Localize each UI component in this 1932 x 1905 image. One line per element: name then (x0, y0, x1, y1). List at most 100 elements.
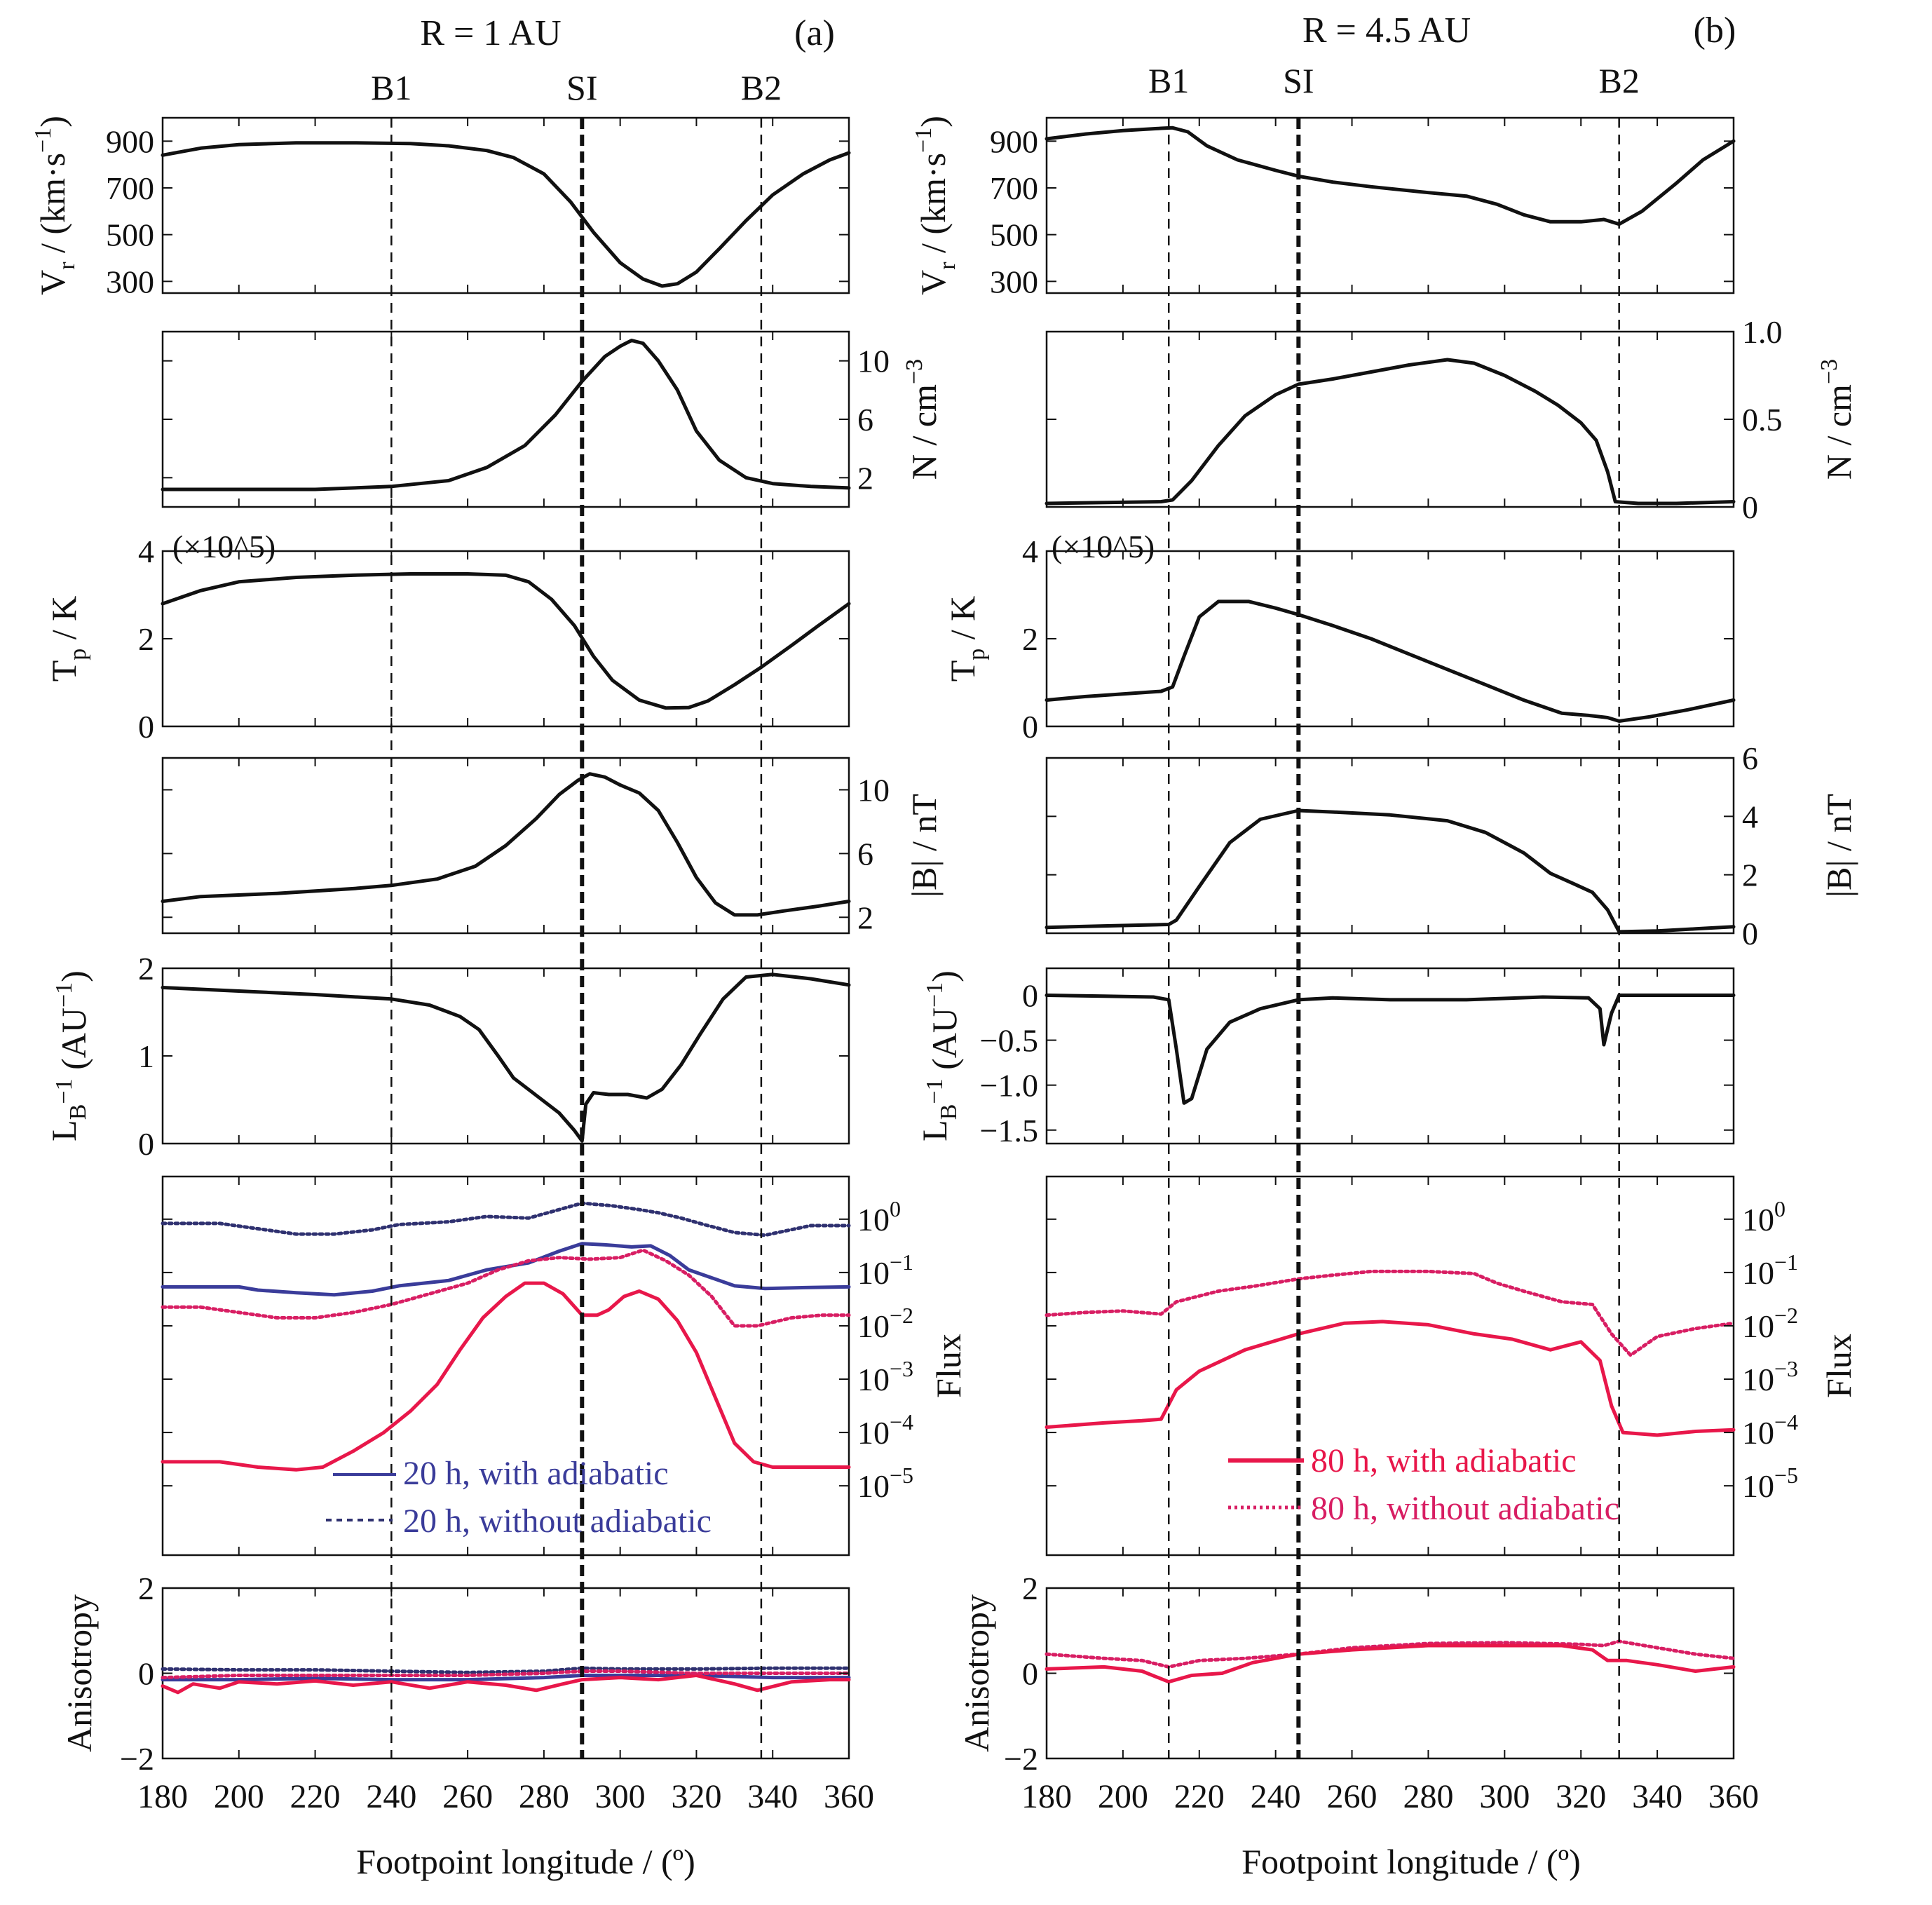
x-tick-label: 280 (1403, 1778, 1453, 1815)
y-tick-label: 100 (1742, 1196, 1785, 1238)
y-tick-label: 0 (138, 709, 154, 745)
series-line-a-lb-0 (161, 972, 851, 1143)
y-tick-label: 2 (138, 1571, 154, 1606)
x-tick-label: 340 (747, 1778, 798, 1815)
y-label-b-aniso: Anisotropy (957, 1594, 996, 1752)
x-tick-label: 180 (1021, 1778, 1072, 1815)
panel-b-title: R = 4.5 AU (1302, 11, 1471, 50)
y-tick-label: −1.5 (980, 1113, 1038, 1148)
series-line-b-n-0 (1045, 358, 1736, 506)
plot-frame-b-b (1045, 757, 1735, 935)
x-tick-label: 280 (519, 1778, 569, 1815)
y-tick-label: 300 (106, 264, 154, 299)
y-label-b-lb: LB−1 (AU−1) (915, 970, 964, 1141)
y-tick-label: 4 (1022, 534, 1038, 569)
series-line-a-vr-0 (161, 141, 851, 288)
plot-curves (161, 126, 1736, 1695)
series-line-b-aniso-1 (1045, 1643, 1736, 1684)
y-tick-label: 10 (857, 772, 890, 808)
y-label-b-right-flux: Flux (1819, 1334, 1858, 1398)
y-tick-label: 6 (857, 402, 873, 438)
tp-scale-annotation-a: (×10^5) (172, 529, 275, 564)
y-label-b-flux: Flux (929, 1334, 968, 1398)
y-tick-label: 2 (1022, 621, 1038, 657)
y-tick-label: 2 (138, 621, 154, 657)
y-tick-label: 0 (1022, 977, 1038, 1013)
y-tick-label: 6 (857, 836, 873, 872)
x-tick-label: 300 (1479, 1778, 1530, 1815)
y-tick-label: 0 (1022, 1656, 1038, 1692)
plot-frame-b-vr (1045, 116, 1735, 294)
y-tick-label: −2 (120, 1741, 154, 1777)
y-tick-label: 2 (857, 460, 873, 496)
x-tick-label: 200 (214, 1778, 264, 1815)
series-line-a-flux-3 (161, 1248, 851, 1328)
series-line-b-tp-0 (1045, 599, 1736, 723)
series-line-a-aniso-0 (161, 1674, 851, 1682)
y-tick-label: 1 (138, 1038, 154, 1074)
y-tick-label: 0 (1742, 489, 1758, 525)
y-tick-label: 1.0 (1742, 314, 1783, 350)
y-tick-label: 0 (1742, 916, 1758, 951)
series-line-b-lb-0 (1045, 994, 1736, 1105)
series-line-b-flux-1 (1045, 1269, 1736, 1357)
plot-frame-a-vr (161, 116, 850, 294)
x-axis-label-b: Footpoint longitude / (º) (1241, 1842, 1581, 1881)
legend-b-label-2: 80 h, without adiabatic (1311, 1490, 1619, 1527)
x-tick-label: 260 (1327, 1778, 1377, 1815)
y-tick-label: 300 (990, 264, 1038, 299)
series-line-a-flux-0 (161, 1242, 851, 1297)
legend-b: 80 h, with adiabatic 80 h, without adiab… (1228, 1442, 1619, 1527)
panel-b-tag: (b) (1694, 11, 1736, 50)
x-tick-label: 220 (1174, 1778, 1225, 1815)
y-tick-label: 900 (990, 123, 1038, 159)
x-tick-label: 360 (824, 1778, 874, 1815)
y-label-a-right-b: |B| / nT (904, 794, 944, 897)
y-tick-label: 2 (857, 900, 873, 935)
legend-a: 20 h, with adiabatic 20 h, without adiab… (326, 1455, 712, 1540)
legend-a-label-1: 20 h, with adiabatic (403, 1455, 669, 1492)
y-tick-label: 700 (106, 170, 154, 206)
marker-label-a-SI: SI (566, 68, 597, 107)
x-tick-label: 180 (137, 1778, 188, 1815)
legend-a-label-2: 20 h, without adiabatic (403, 1503, 712, 1540)
y-label-b-n: N / cm−3 (902, 359, 944, 480)
y-tick-label: 0.5 (1742, 402, 1783, 438)
y-tick-label: 0 (138, 1656, 154, 1692)
series-line-b-vr-0 (1045, 126, 1736, 226)
y-axis-labels: Vr / (km·s−1) Vr / (km·s−1) N / cm−3 N / cm… (30, 116, 1858, 1752)
x-axis-label-a: Footpoint longitude / (º) (356, 1842, 695, 1881)
y-tick-label: 500 (990, 217, 1038, 253)
y-tick-label: 10 (857, 344, 890, 379)
marker-label-b-B1: B1 (1148, 61, 1189, 100)
series-line-a-flux-1 (161, 1201, 851, 1238)
y-tick-label: 2 (1742, 857, 1758, 893)
y-tick-label: 0 (1022, 709, 1038, 745)
y-tick-label: 10−5 (857, 1463, 913, 1504)
y-tick-label: 6 (1742, 740, 1758, 776)
x-tick-label: 340 (1632, 1778, 1682, 1815)
series-line-a-b-0 (161, 772, 851, 917)
plot-frame-a-flux (161, 1175, 850, 1557)
y-tick-label: 2 (138, 951, 154, 987)
marker-label-a-B1: B1 (371, 68, 411, 107)
y-label-a-lb: LB−1 (AU−1) (44, 970, 93, 1141)
x-tick-label: 360 (1708, 1778, 1759, 1815)
marker-label-b-B2: B2 (1598, 61, 1639, 100)
marker-label-b-SI: SI (1283, 61, 1314, 100)
y-tick-label: 500 (106, 217, 154, 253)
y-label-a-aniso: Anisotropy (60, 1594, 99, 1752)
marker-label-a-B2: B2 (741, 68, 782, 107)
series-line-a-n-0 (161, 339, 851, 491)
tp-scale-annotation-b: (×10^5) (1052, 529, 1155, 564)
x-tick-label: 320 (671, 1778, 721, 1815)
series-line-b-flux-0 (1045, 1320, 1736, 1437)
y-tick-label: 0 (138, 1126, 154, 1162)
x-tick-label: 220 (290, 1778, 341, 1815)
x-tick-label: 240 (366, 1778, 416, 1815)
y-label-b-right-n: N / cm−3 (1816, 359, 1858, 480)
x-tick-label: 320 (1556, 1778, 1606, 1815)
y-tick-label: 4 (1742, 799, 1758, 834)
series-line-a-aniso-2 (161, 1674, 851, 1695)
